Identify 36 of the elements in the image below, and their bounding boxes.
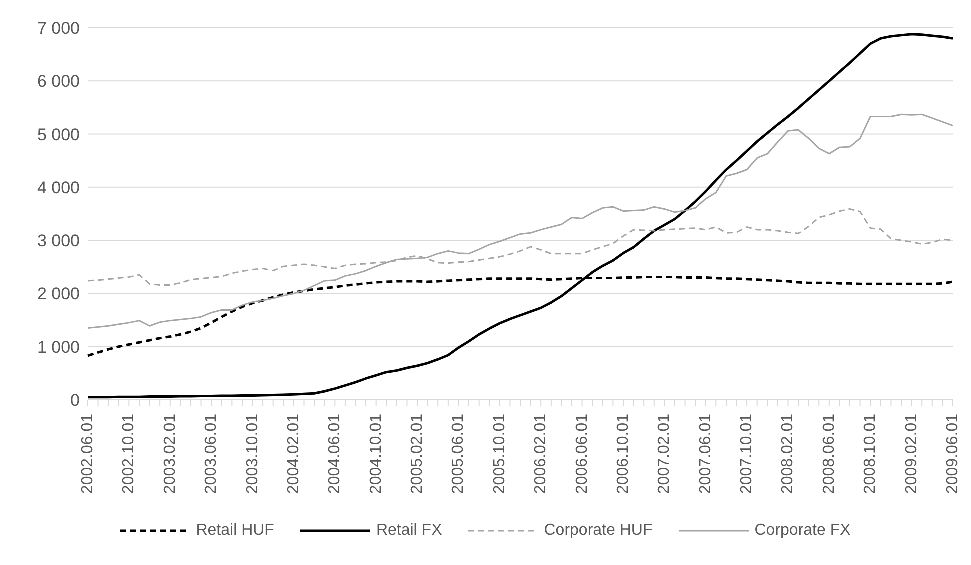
legend-label: Corporate HUF [544,522,653,540]
x-tick-label: 2005.02.01 [409,414,426,494]
y-tick-label: 7 000 [37,19,80,38]
x-tick-label: 2008.02.01 [780,414,797,494]
y-tick-label: 3 000 [37,232,80,251]
x-tick-label: 2007.02.01 [656,414,674,494]
x-tick-label: 2005.10.01 [491,414,508,494]
x-tick-label: 2005.06.01 [450,414,468,494]
y-tick-label: 6 000 [37,72,80,92]
x-tick-label: 2009.02.01 [903,414,920,494]
x-tick-label: 2006.06.01 [574,414,591,494]
legend-label: Corporate FX [754,522,851,540]
line-series [87,114,954,330]
x-tick-label: 2004.06.01 [326,414,344,494]
y-tick-label: 0 [70,391,80,410]
x-tick-label: 2006.02.01 [532,414,550,494]
y-tick-label: 2 000 [37,284,80,304]
line-series [86,33,954,399]
x-tick-label: 2006.10.01 [614,414,632,494]
x-tick-label: 2003.02.01 [162,414,179,494]
x-tick-label: 2007.06.01 [697,414,714,494]
y-tick-label: 5 000 [37,125,80,144]
legend-label: Retail HUF [196,522,274,540]
x-tick-label: 2002.06.01 [80,414,96,494]
y-tick-label: 1 000 [37,338,80,357]
x-tick-label: 2004.10.01 [368,414,385,494]
legend-label: Retail FX [376,522,442,540]
y-tick-label: 4 000 [37,178,80,198]
x-tick-label: 2003.10.01 [244,414,262,494]
x-tick-label: 2002.10.01 [120,414,138,494]
x-tick-label: 2008.10.01 [862,414,880,494]
x-tick-label: 2007.10.01 [738,414,756,494]
x-tick-label: 2003.06.01 [203,414,220,494]
x-tick-label: 2009.06.01 [944,414,962,494]
x-tick-label: 2008.06.01 [820,414,838,494]
x-tick-label: 2004.02.01 [285,414,302,494]
